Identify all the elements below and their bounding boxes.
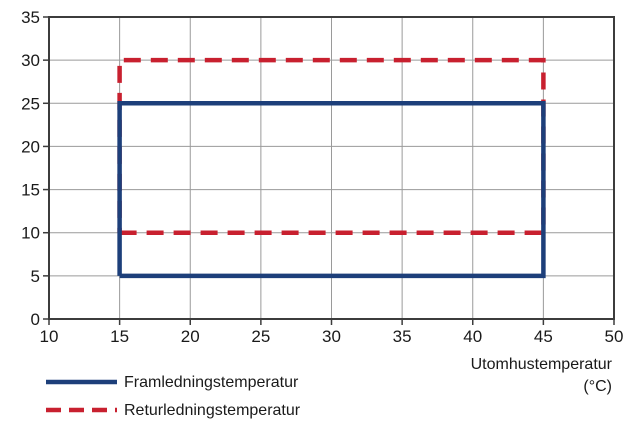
legend: Framledningstemperatur Returledningstempe…: [46, 374, 301, 419]
x-tick-label: 45: [534, 327, 553, 346]
x-tick-label: 15: [110, 327, 129, 346]
y-tick-label: 0: [31, 310, 40, 329]
x-axis-label-line-2: (°C): [583, 378, 612, 395]
legend-label: Returledningstemperatur: [124, 402, 301, 419]
series-Returledningstemperatur: [117, 57, 546, 235]
y-tick-label: 5: [31, 267, 40, 286]
x-axis-label-line-1: Utomhustemperatur: [471, 356, 613, 373]
x-tick-label: 20: [181, 327, 200, 346]
y-tick-label: 35: [21, 8, 40, 27]
x-tick-label: 30: [322, 327, 341, 346]
y-tick-label: 15: [21, 181, 40, 200]
x-tick-label: 40: [463, 327, 482, 346]
y-tick-label: 30: [21, 51, 40, 70]
x-axis: 10 15 20 25 30 35 40 45 50: [40, 319, 624, 346]
legend-label: Framledningstemperatur: [124, 374, 299, 391]
x-tick-label: 50: [605, 327, 624, 346]
series-group: [117, 57, 546, 279]
x-tick-label: 10: [40, 327, 59, 346]
y-tick-label: 10: [21, 224, 40, 243]
x-tick-label: 35: [393, 327, 412, 346]
y-axis: 0 5 10 15 20 25 30 35: [21, 8, 49, 329]
series-Framledningstemperatur: [117, 101, 546, 279]
y-tick-label: 20: [21, 137, 40, 156]
y-tick-label: 25: [21, 94, 40, 113]
x-tick-label: 25: [251, 327, 270, 346]
